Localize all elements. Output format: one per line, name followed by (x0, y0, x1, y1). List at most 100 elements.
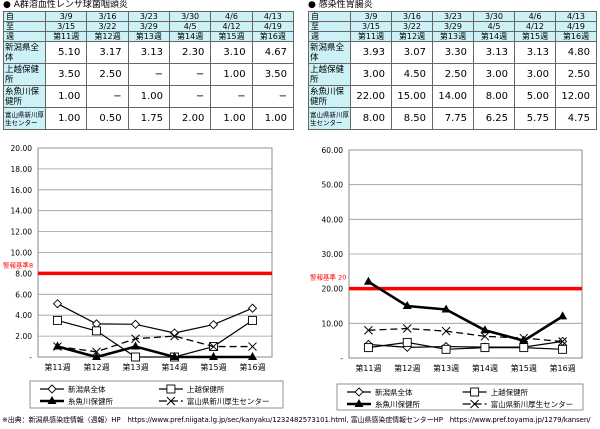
x-marker (131, 334, 140, 344)
y-tick-label: 30.00 (322, 250, 344, 259)
line-chart-1: - 10.00 20.00 30.00 40.00 50.00 60.00 第11週 第12週 第… (310, 146, 584, 411)
y-tick-label: 12.00 (11, 228, 33, 237)
triangle-marker (209, 352, 218, 360)
alert-threshold-label: 警報基準 20 (310, 273, 346, 282)
x-tick-label: 第15週 (511, 363, 537, 373)
x-marker (53, 342, 62, 351)
y-tick-label: 20.00 (322, 285, 344, 294)
table-row: 新潟県全体 3.93 3.07 3.30 3.13 3.13 4.80 (308, 41, 597, 64)
triangle-marker (170, 352, 179, 360)
line-chart-0: - 2.00 4.00 6.00 8.00 10.00 12.00 14.00 16.00 18.… (3, 144, 284, 409)
legend-label: 新潟県全体 (68, 384, 106, 394)
x-tick-label: 第13週 (122, 362, 148, 372)
legend-label: 糸魚川保健所 (68, 396, 113, 406)
value-cell: 6.25 (473, 107, 515, 130)
series-line (57, 335, 253, 353)
x-marker (480, 331, 490, 341)
y-tick-label: 2.00 (15, 332, 32, 341)
series-line (57, 345, 253, 359)
x-marker (248, 342, 257, 351)
x-tick-label: 第14週 (472, 363, 498, 373)
legend-label: 富山県新川厚生センター (187, 396, 270, 406)
x-marker (470, 399, 479, 409)
legend-label: 上越保健所 (491, 387, 529, 397)
y-tick-label: 10.00 (322, 319, 344, 328)
y-tick-label: - (340, 354, 343, 363)
diamond-marker (247, 303, 258, 313)
square-marker (363, 343, 373, 353)
row-label: 富山県新川厚生センター (3, 107, 46, 130)
table-title-gastro: ● 感染性胃腸炎 (308, 0, 373, 10)
row-label: 上越保健所 (3, 63, 46, 86)
x-tick-label: 第13週 (433, 363, 459, 373)
y-tick-label: 4.00 (15, 311, 32, 320)
legend-label: 糸魚川保健所 (375, 399, 420, 409)
triangle-marker (363, 276, 373, 285)
table-row: 新潟県全体 5.10 3.17 3.13 2.30 3.10 4.67 (3, 41, 295, 64)
diamond-marker (47, 384, 57, 394)
series-line (368, 341, 563, 350)
legend-label: 新潟県全体 (375, 387, 413, 397)
x-tick-label: 第11週 (355, 363, 381, 373)
table-title-strep: ● A群溶血性レンサ球菌咽頭炎 (3, 0, 128, 10)
x-marker (92, 347, 101, 357)
y-tick-label: 16.00 (11, 186, 33, 195)
triangle-marker (248, 352, 257, 360)
legend-label: 富山県新川厚生センター (491, 399, 574, 409)
x-tick-label: 第15週 (200, 362, 226, 372)
y-tick-label: 40.00 (322, 215, 344, 224)
table-row: 上越保健所 3.00 4.50 2.50 3.00 3.00 2.50 (308, 63, 597, 86)
triangle-marker (558, 311, 568, 320)
y-tick-label: 14.00 (11, 207, 33, 216)
x-tick-label: 第11週 (44, 362, 70, 372)
x-marker (170, 331, 179, 341)
x-marker (402, 324, 412, 333)
y-tick-label: 20.00 (11, 144, 33, 153)
triangle-marker (480, 325, 490, 334)
data-table-strep: 自 3/9 3/16 3/23 3/30 4/6 4/13 至 3/15 3/22 3/29 4/5 4… (3, 11, 295, 130)
series-line (367, 280, 564, 343)
y-tick-label: 50.00 (322, 181, 344, 190)
triangle-marker (519, 335, 529, 344)
legend-box (29, 380, 284, 409)
x-marker (209, 342, 218, 351)
y-tick-label: - (29, 353, 32, 362)
value-cell: 1.00 (251, 107, 295, 130)
table-row: 上越保健所 3.50 2.50− −1.00 3.50 (3, 63, 295, 86)
square-marker (441, 344, 451, 354)
square-marker (558, 344, 568, 354)
x-tick-label: 第12週 (83, 362, 109, 372)
value-cell: 8.00 (350, 107, 392, 130)
triangle-marker (47, 396, 57, 404)
triangle-marker (354, 399, 364, 407)
diamond-marker (354, 387, 364, 397)
square-marker (166, 384, 176, 394)
square-marker (248, 315, 257, 325)
y-tick-label: 18.00 (11, 165, 33, 174)
square-marker (519, 343, 529, 353)
series-line (57, 303, 253, 334)
x-tick-label: 第12週 (394, 363, 420, 373)
triangle-marker (441, 304, 451, 313)
source-footnote: ※出典：新潟県感染症情報（週報）HP https://www.pref.niig… (2, 416, 591, 424)
value-cell: 5.75 (514, 107, 556, 130)
data-table-gastro: 自 3/9 3/16 3/23 3/30 4/6 4/13 至 3/15 3/22 3/29 4/5 4… (308, 11, 597, 130)
y-tick-label: 10.00 (11, 249, 33, 258)
value-cell: 2.00 (168, 107, 212, 130)
value-cell: 2.50 (555, 63, 597, 86)
legend-label: 上越保健所 (187, 384, 225, 394)
table-row: 富山県新川厚生センター 1.00 0.50 1.75 2.00 1.00 1.00 (3, 107, 295, 130)
x-tick-label: 第14週 (161, 362, 187, 372)
x-marker (441, 326, 451, 336)
table-row: 富山県新川厚生センター 8.00 8.50 7.75 6.25 5.75 4.75 (308, 107, 597, 130)
square-marker (92, 326, 101, 336)
square-marker (131, 352, 140, 362)
row-label: 富山県新川厚生センター (308, 107, 351, 130)
square-marker (470, 387, 480, 397)
y-tick-label: 6.00 (15, 290, 32, 299)
square-marker (402, 337, 412, 347)
triangle-marker (131, 341, 140, 350)
diamond-marker (169, 328, 180, 338)
